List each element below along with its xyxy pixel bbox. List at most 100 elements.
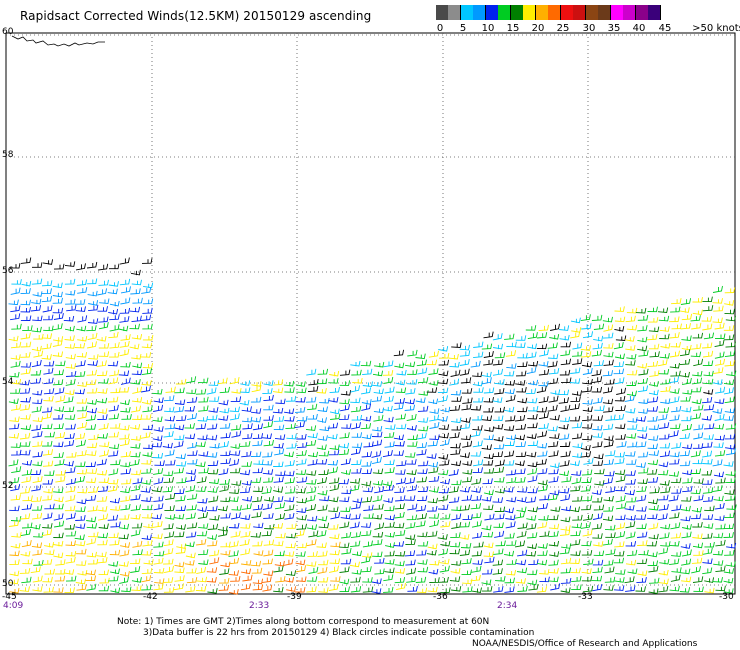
- wind-barb: [572, 442, 583, 449]
- wind-barb: [33, 532, 44, 538]
- wind-barb: [461, 403, 472, 411]
- wind-barb: [658, 585, 669, 593]
- wind-barb: [591, 314, 603, 321]
- wind-barb: [76, 450, 87, 457]
- legend-swatch: [611, 5, 636, 20]
- wind-barb: [20, 441, 31, 447]
- wind-barb: [98, 585, 110, 592]
- wind-barb: [32, 262, 43, 268]
- wind-barb: [569, 558, 581, 564]
- wind-barb: [328, 466, 338, 474]
- wind-barb: [393, 522, 405, 529]
- wind-barb: [44, 568, 55, 575]
- wind-barb: [514, 540, 526, 548]
- wind-barb: [341, 469, 351, 475]
- wind-barb: [176, 543, 187, 549]
- wind-barb: [251, 381, 262, 387]
- wind-barb: [426, 453, 437, 459]
- wind-barb: [206, 567, 218, 573]
- wind-barb: [394, 440, 405, 447]
- wind-barb: [118, 523, 130, 530]
- wind-barb: [286, 586, 297, 592]
- wind-barb: [164, 505, 175, 512]
- wind-barb: [220, 541, 231, 548]
- wind-barb: [41, 406, 53, 413]
- wind-barb: [713, 495, 724, 502]
- wind-barb: [725, 315, 736, 322]
- wind-barb: [637, 426, 648, 432]
- wind-barb: [220, 458, 231, 465]
- wind-barb: [659, 558, 670, 565]
- wind-barb: [670, 341, 681, 348]
- wind-barb: [76, 279, 88, 286]
- wind-barb: [328, 496, 339, 503]
- wind-barb: [306, 561, 317, 567]
- wind-barb: [724, 433, 736, 440]
- wind-barb: [681, 313, 693, 321]
- wind-barb: [339, 586, 350, 593]
- wind-barb: [208, 396, 220, 402]
- wind-barb: [671, 298, 682, 305]
- wind-barb: [109, 351, 120, 358]
- wind-barb: [97, 388, 108, 394]
- wind-barb: [142, 334, 154, 341]
- wind-barb: [176, 415, 187, 422]
- wind-barb: [406, 514, 418, 521]
- wind-barb: [274, 448, 285, 456]
- wind-barb: [8, 433, 20, 439]
- wind-barb: [228, 540, 239, 548]
- wind-barb: [153, 567, 165, 574]
- wind-barb: [275, 576, 286, 583]
- wind-barb: [383, 416, 394, 423]
- wind-barb: [142, 405, 153, 413]
- wind-barb: [240, 548, 251, 556]
- wind-barb: [184, 405, 195, 412]
- wind-barb: [614, 316, 626, 323]
- wind-barb: [560, 441, 571, 447]
- wind-barb: [657, 359, 668, 367]
- wind-barb: [526, 523, 537, 530]
- wind-barb: [361, 460, 372, 467]
- wind-barb: [65, 530, 77, 537]
- wind-barb: [9, 559, 20, 566]
- wind-barb: [87, 318, 99, 324]
- wind-barb: [537, 521, 548, 529]
- wind-barb: [142, 443, 154, 450]
- wind-barb: [42, 423, 53, 430]
- wind-barb: [175, 547, 187, 554]
- wind-barb: [591, 489, 602, 495]
- wind-barb: [307, 459, 318, 466]
- wind-barb: [679, 433, 691, 440]
- wind-barb: [582, 406, 593, 413]
- wind-barb: [539, 576, 550, 583]
- wind-barb: [131, 414, 143, 420]
- wind-barb: [680, 396, 691, 402]
- wind-barb: [701, 316, 713, 322]
- wind-barb: [218, 441, 229, 448]
- wind-barb: [373, 407, 385, 414]
- wind-barb: [143, 282, 154, 289]
- wind-barb: [20, 257, 32, 264]
- wind-barb: [74, 388, 85, 395]
- wind-barb: [481, 415, 493, 421]
- wind-barb: [671, 504, 682, 512]
- wind-barb: [625, 451, 636, 457]
- wind-barb: [679, 349, 691, 357]
- wind-barb: [9, 388, 21, 394]
- wind-barb: [712, 577, 723, 583]
- wind-barb: [558, 433, 570, 440]
- lon-label-30w: -30: [719, 592, 734, 602]
- wind-barb: [483, 434, 494, 441]
- wind-barb: [614, 306, 625, 312]
- wind-barb: [692, 370, 703, 377]
- wind-barb: [8, 459, 19, 467]
- wind-barb: [85, 414, 97, 421]
- wind-barb: [407, 349, 418, 357]
- wind-barb: [351, 369, 362, 376]
- wind-barb: [140, 414, 152, 420]
- wind-barb: [714, 322, 725, 330]
- wind-barb: [492, 497, 504, 503]
- wind-barb: [130, 424, 141, 430]
- wind-barb: [648, 504, 659, 511]
